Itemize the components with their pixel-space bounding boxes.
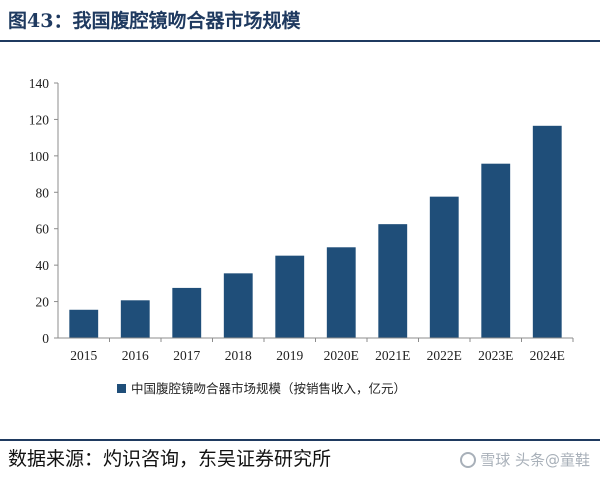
x-tick-label: 2016 [122, 348, 149, 363]
x-tick-label: 2021E [375, 348, 410, 363]
y-tick-label: 60 [36, 222, 50, 237]
legend: 中国腹腔镜吻合器市场规模（按销售收入，亿元） [117, 381, 406, 396]
y-tick-label: 140 [29, 76, 50, 91]
x-tick-label: 2022E [427, 348, 462, 363]
x-tick-label: 2018 [225, 348, 252, 363]
x-tick-label: 2015 [70, 348, 97, 363]
bar-2019 [275, 255, 305, 338]
bar-2022E [429, 196, 459, 338]
legend-swatch [117, 384, 126, 393]
bar-2015 [69, 309, 99, 338]
title-divider [0, 40, 600, 42]
bar-2023E [481, 163, 511, 338]
bars [69, 125, 562, 338]
y-tick-label: 120 [29, 112, 50, 127]
legend-label: 中国腹腔镜吻合器市场规模（按销售收入，亿元） [131, 381, 406, 396]
bar-2016 [120, 300, 150, 338]
bar-2017 [172, 287, 202, 338]
bar-2018 [223, 273, 253, 338]
x-axis: 2015 2016 2017 2018 2019 2020E 2021E 2022E 2023E… [58, 337, 574, 363]
source-divider [0, 439, 600, 441]
y-tick-label: 40 [36, 258, 50, 273]
x-tick-label: 2017 [173, 348, 200, 363]
chart-title: 图43：我国腹腔镜吻合器市场规模 [8, 10, 301, 32]
bar-2021E [378, 224, 408, 338]
y-tick-label: 20 [36, 295, 50, 310]
source-note: 数据来源：灼识咨询，东吴证券研究所 [8, 448, 332, 470]
x-tick-label: 2020E [324, 348, 359, 363]
x-tick-label: 2019 [276, 348, 303, 363]
watermark: 雪球 头条@童鞋 [460, 449, 590, 470]
y-tick-label: 80 [36, 185, 50, 200]
x-tick-label: 2023E [478, 348, 513, 363]
watermark-text: 雪球 头条@童鞋 [480, 451, 590, 469]
y-tick-label: 0 [42, 331, 49, 346]
snowball-logo-icon [460, 451, 477, 468]
x-tick-label: 2024E [530, 348, 565, 363]
y-tick-label: 100 [29, 149, 50, 164]
y-axis: 0 20 40 60 80 100 120 140 [29, 76, 59, 346]
bar-2024E [532, 125, 562, 338]
bar-2020E [326, 247, 356, 338]
